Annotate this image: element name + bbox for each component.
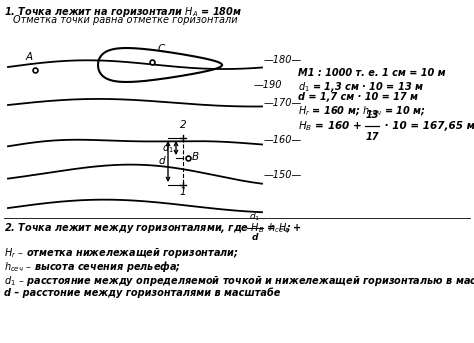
Text: d – расстоние между горизонталями в масштабе: d – расстоние между горизонталями в масш… [4, 287, 281, 297]
Text: —180—: —180— [264, 55, 302, 65]
Text: 1: 1 [180, 187, 186, 197]
Text: 2: 2 [180, 120, 186, 130]
Text: d = 1,7 см · 10 = 17 м: d = 1,7 см · 10 = 17 м [298, 92, 418, 102]
Text: d: d [252, 233, 258, 242]
Text: $d_1$: $d_1$ [162, 141, 174, 155]
Text: $H_r$ – отметка нижележащей горизонтали;: $H_r$ – отметка нижележащей горизонтали; [4, 245, 239, 260]
Text: 1. Точка лежит на горизонтали $H_A$ = 180м: 1. Точка лежит на горизонтали $H_A$ = 18… [4, 5, 242, 19]
Text: $d_1$ = 1,3 см · 10 = 13 м: $d_1$ = 1,3 см · 10 = 13 м [298, 80, 424, 94]
Text: $H_B$ = 160 +: $H_B$ = 160 + [298, 119, 363, 133]
Text: 2. Точка лежит между горизонталями, где $H_B$ = $H_r$ +: 2. Точка лежит между горизонталями, где … [4, 221, 302, 235]
Text: $d_1$ – расстояние между определяемой точкой и нижележащей горизонталью в масшта: $d_1$ – расстояние между определяемой то… [4, 273, 474, 288]
Text: · 10 = 167,65 м: · 10 = 167,65 м [381, 121, 474, 131]
Text: $h_{сеч}$ – высота сечения рельефа;: $h_{сеч}$ – высота сечения рельефа; [4, 259, 181, 274]
Text: M1 : 1000 т. е. 1 см = 10 м: M1 : 1000 т. е. 1 см = 10 м [298, 68, 446, 78]
Text: $h_{сеч}$;: $h_{сеч}$; [265, 221, 292, 235]
Text: A: A [26, 52, 33, 62]
Text: Отметка точки равна отметке горизонтали: Отметка точки равна отметке горизонтали [13, 15, 237, 25]
Text: 17: 17 [365, 131, 379, 142]
Text: $H_r$ = 160 м; $h_{сеч}$ = 10 м;: $H_r$ = 160 м; $h_{сеч}$ = 10 м; [298, 104, 426, 118]
Text: $d_1$: $d_1$ [249, 211, 261, 223]
Text: —150—: —150— [264, 170, 302, 180]
Text: 13: 13 [365, 110, 379, 120]
Text: —170—: —170— [264, 98, 302, 108]
Text: d: d [158, 156, 165, 166]
Text: —190: —190 [254, 80, 283, 90]
Text: —160—: —160— [264, 135, 302, 145]
Text: B: B [192, 152, 199, 162]
Text: C: C [158, 44, 165, 54]
